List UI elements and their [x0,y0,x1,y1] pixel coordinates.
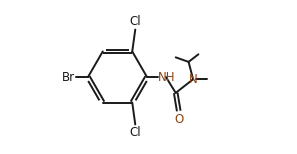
Text: Cl: Cl [129,15,141,28]
Text: O: O [174,113,183,126]
Text: Br: Br [62,71,75,83]
Text: NH: NH [158,71,176,83]
Text: N: N [189,73,198,86]
Text: Cl: Cl [129,126,141,139]
